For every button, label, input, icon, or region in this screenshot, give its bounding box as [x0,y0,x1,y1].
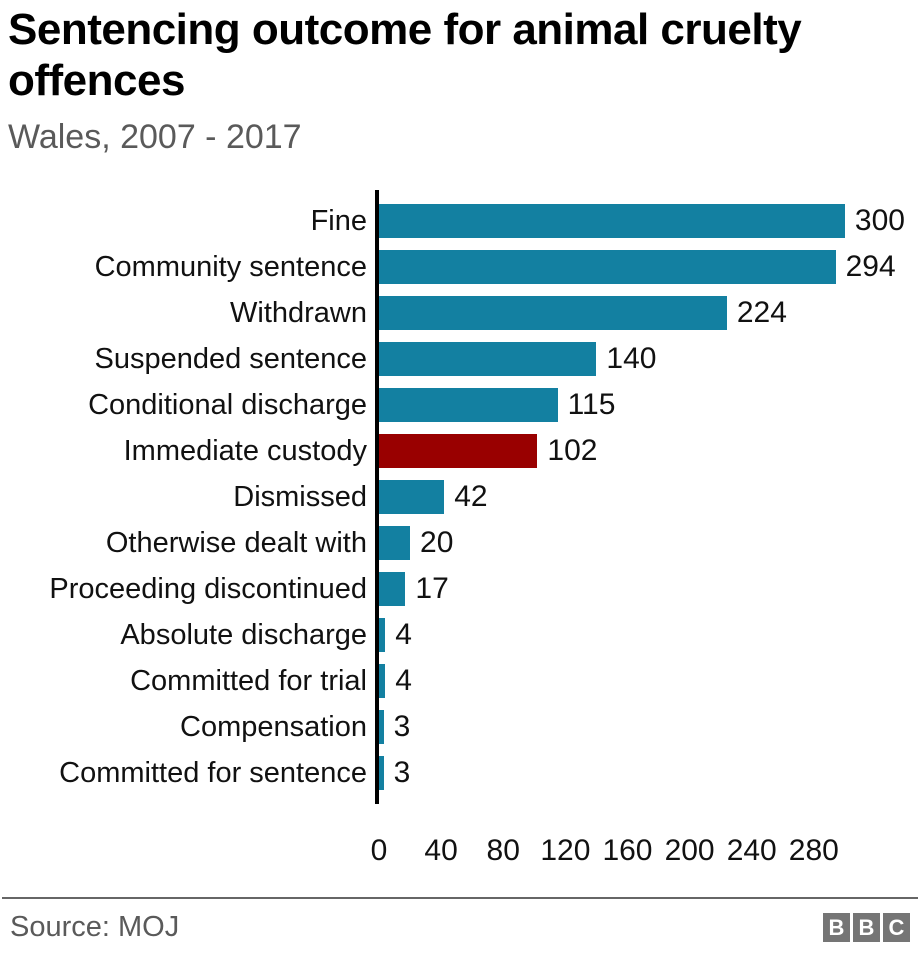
category-label: Immediate custody [123,434,367,467]
bar-row: Absolute discharge 4 [0,612,920,658]
value-label: 224 [736,296,787,330]
x-axis: 0 40 80 120 160 200 240 280 [0,834,920,874]
chart-header: Sentencing outcome for animal cruelty of… [0,0,920,156]
bar-row: Proceeding discontinued 17 [0,566,920,612]
chart-title: Sentencing outcome for animal cruelty of… [8,5,802,106]
bar [379,296,727,331]
category-label: Conditional discharge [88,388,367,421]
x-tick-label: 160 [602,834,653,868]
category-label: Compensation [180,710,367,743]
bar [379,342,597,377]
category-label: Community sentence [94,250,367,283]
category-label: Otherwise dealt with [105,526,367,559]
category-label: Committed for sentence [59,756,367,789]
bar [379,204,845,239]
bar [379,388,558,423]
bar [379,618,386,653]
value-label: 300 [854,204,905,238]
value-label: 102 [547,434,598,468]
bar-area: 300 [379,198,920,244]
value-label: 17 [415,572,449,606]
category-label: Withdrawn [230,296,367,329]
category-label: Fine [310,204,367,237]
y-axis-line [375,190,379,805]
bar-row: Conditional discharge 115 [0,382,920,428]
source-label: Source: MOJ [10,911,180,943]
bar [379,250,836,285]
value-label: 42 [454,480,488,514]
bbc-logo-block: B [823,913,850,942]
bar [379,664,386,699]
x-tick-label: 0 [370,834,388,868]
value-label: 115 [567,388,616,422]
bar [379,572,406,607]
value-label: 3 [393,710,411,744]
category-label: Dismissed [233,480,367,513]
x-tick-label: 80 [486,834,520,868]
bar-row: Fine 300 [0,198,920,244]
bar-rows: Fine 300 Community sentence 294 Withdrawn 224… [0,190,920,805]
value-label: 20 [420,526,454,560]
x-tick-label: 120 [540,834,591,868]
category-label: Absolute discharge [120,618,367,651]
bbc-logo-block: B [853,913,880,942]
bar-row: Withdrawn 224 [0,290,920,336]
bar-row: Committed for sentence 3 [0,750,920,796]
category-label: Committed for trial [130,664,367,697]
bbc-logo-block: C [883,913,910,942]
bar-area: 140 [379,336,920,382]
bar-area: 102 [379,428,920,474]
bar [379,756,384,791]
value-label: 3 [393,756,411,790]
value-label: 294 [845,250,896,284]
bar-area: 294 [379,244,920,290]
bar-row: Dismissed 42 [0,474,920,520]
value-label: 4 [395,664,412,698]
bar-row: Immediate custody 102 [0,428,920,474]
bar [379,526,411,561]
bar-row: Otherwise dealt with 20 [0,520,920,566]
bar-area: 42 [379,474,920,520]
bar-area: 4 [379,612,920,658]
bar-area: 20 [379,520,920,566]
bar-row: Community sentence 294 [0,244,920,290]
bar-area: 3 [379,750,920,796]
bar-row: Suspended sentence 140 [0,336,920,382]
x-tick-label: 40 [424,834,458,868]
bar-row: Compensation 3 [0,704,920,750]
bar-area: 115 [379,382,920,428]
bar [379,434,538,469]
value-label: 140 [606,342,657,376]
value-label: 4 [395,618,412,652]
x-tick-label: 200 [664,834,715,868]
bar-area: 4 [379,658,920,704]
bar-row: Committed for trial 4 [0,658,920,704]
category-label: Proceeding discontinued [49,572,367,605]
bar [379,480,445,515]
bar-area: 17 [379,566,920,612]
bar-area: 3 [379,704,920,750]
bar-area: 224 [379,290,920,336]
x-tick-label: 240 [726,834,777,868]
bar [379,710,384,745]
chart-subtitle: Wales, 2007 - 2017 [8,117,302,156]
x-tick-label: 280 [788,834,839,868]
horizontal-bar-chart: Fine 300 Community sentence 294 Withdrawn 224… [0,190,920,874]
category-label: Suspended sentence [94,342,368,375]
